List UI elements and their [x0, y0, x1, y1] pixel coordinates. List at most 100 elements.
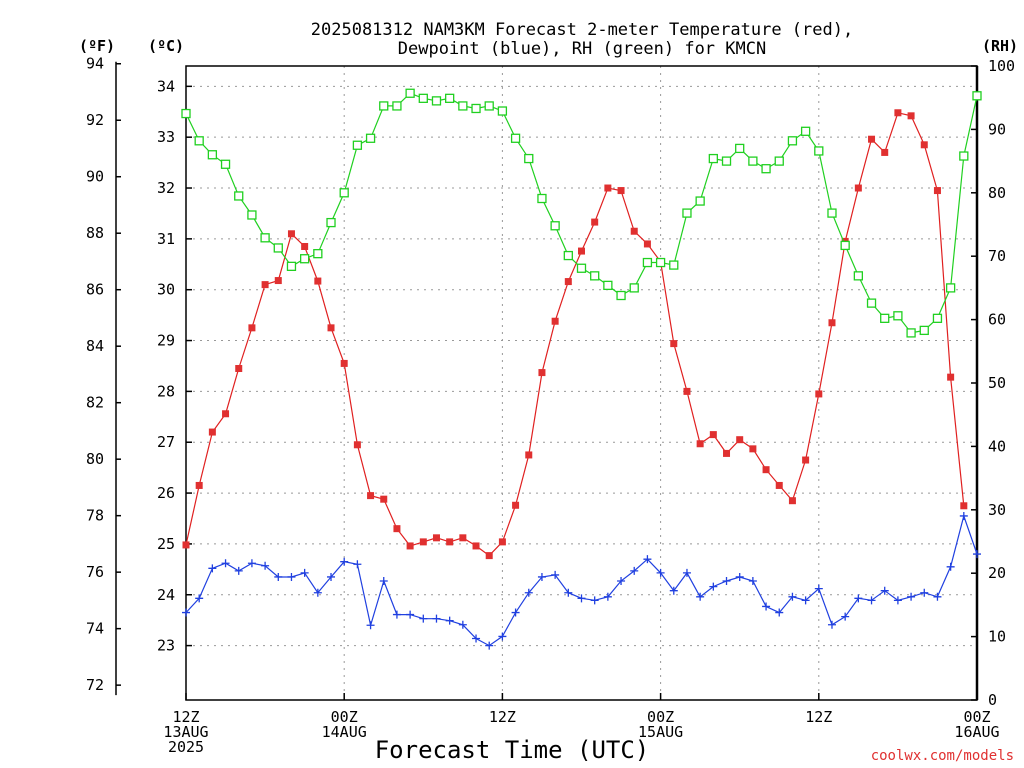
rh-point — [576, 263, 587, 273]
x-tick-label: 12Z — [805, 708, 832, 726]
dewpoint-point — [617, 577, 626, 586]
rh-point — [563, 250, 573, 261]
rh-tick-label: 100 — [988, 57, 1015, 75]
rh-point — [774, 156, 784, 166]
gridlines — [186, 66, 977, 700]
dewpoint-point — [432, 614, 441, 623]
dewpoint-point — [854, 594, 863, 603]
dewpoint-point — [485, 641, 494, 650]
rh-point — [642, 257, 653, 268]
rh-point — [590, 271, 600, 281]
rh-tick-label: 40 — [988, 437, 1006, 455]
dewpoint-point — [208, 564, 217, 573]
rh-tick-label: 50 — [988, 374, 1006, 392]
rh-point — [959, 151, 969, 161]
temperature-point — [380, 495, 388, 503]
temperature-point — [419, 538, 427, 546]
rh-tick-label: 20 — [988, 564, 1006, 582]
celsius-tick-label: 30 — [157, 281, 175, 299]
dewpoint-point — [340, 557, 349, 566]
temperature-point — [432, 534, 440, 542]
temperature-point — [709, 431, 717, 439]
rh-point — [906, 328, 916, 338]
temperature-point — [261, 281, 269, 289]
rh-point — [247, 210, 257, 220]
rh-point — [814, 146, 824, 156]
dewpoint-point — [511, 608, 520, 617]
temperature-point — [907, 112, 915, 120]
dewpoint-point — [366, 621, 375, 630]
rh-point — [655, 257, 666, 268]
x-tick-label: 13AUG — [163, 723, 208, 741]
temperature-point — [314, 277, 322, 285]
dewpoint-point — [735, 572, 744, 581]
dewpoint-point — [946, 562, 955, 571]
rh-point — [919, 325, 929, 336]
temperature-point — [485, 552, 493, 560]
fahrenheit-tick-label: 86 — [86, 281, 104, 299]
temperature-point — [182, 541, 190, 549]
dewpoint-point — [577, 594, 586, 603]
x-tick-label: 12Z — [172, 708, 199, 726]
temperature-point — [459, 534, 467, 542]
fahrenheit-tick-label: 78 — [86, 507, 104, 525]
dewpoint-point — [748, 577, 757, 586]
rh-point — [445, 93, 455, 103]
temperature-point — [235, 365, 243, 373]
dewpoint-point — [827, 620, 836, 629]
rh-point — [431, 96, 442, 106]
temperature-point — [287, 230, 295, 238]
dewpoint-point — [814, 584, 823, 593]
rh-point — [405, 88, 415, 98]
temperature-point — [340, 359, 348, 367]
rh-point — [682, 208, 692, 218]
rh-point — [945, 283, 956, 293]
rh-point — [629, 283, 639, 293]
rh-point — [972, 91, 982, 101]
fahrenheit-tick-label: 90 — [86, 168, 104, 186]
temperature-point — [736, 436, 744, 444]
dewpoint-point — [959, 511, 968, 520]
x-tick-label: 16AUG — [954, 723, 999, 741]
dewpoint-point — [893, 596, 902, 605]
rh-tick-label: 90 — [988, 120, 1006, 138]
rh-point — [273, 243, 283, 253]
rh-point — [484, 101, 494, 111]
temperature-point — [591, 218, 599, 226]
rh-point — [616, 290, 626, 301]
dewpoint-point — [234, 566, 243, 575]
dewpoint-point — [564, 588, 573, 597]
x-tick-label: 12Z — [489, 708, 516, 726]
celsius-tick-label: 24 — [157, 586, 175, 604]
temperature-point — [393, 525, 401, 533]
rh-point — [524, 153, 534, 164]
dewpoint-point — [472, 634, 481, 643]
celsius-tick-label: 23 — [157, 637, 175, 655]
dewpoint-point — [973, 550, 981, 559]
rh-point — [497, 106, 508, 116]
temperature-point — [696, 440, 704, 448]
dewpoint-point — [669, 586, 678, 595]
rh-point — [537, 193, 547, 204]
temperature-point — [512, 501, 520, 509]
fahrenheit-tick-label: 84 — [86, 337, 104, 355]
dewpoint-point — [920, 588, 929, 597]
dewpoint-point — [419, 614, 428, 623]
rh-point — [194, 136, 204, 146]
dewpoint-point — [537, 572, 546, 581]
temperature-point — [802, 456, 810, 464]
dewpoint-point — [907, 592, 916, 601]
temperature-point — [762, 466, 770, 474]
x-tick-label: 2025 — [168, 738, 204, 756]
temperature-point — [920, 141, 928, 149]
rh-point — [352, 140, 363, 150]
dewpoint-point — [867, 596, 876, 605]
chart-title-line-1: 2025081312 NAM3KM Forecast 2-meter Tempe… — [311, 20, 853, 40]
temperature-point — [775, 481, 783, 489]
rh-point — [313, 249, 323, 259]
temperature-point — [828, 319, 836, 327]
dewpoint-point — [656, 568, 665, 577]
dewpoint-point — [458, 620, 467, 629]
dewpoint-point — [603, 592, 612, 601]
